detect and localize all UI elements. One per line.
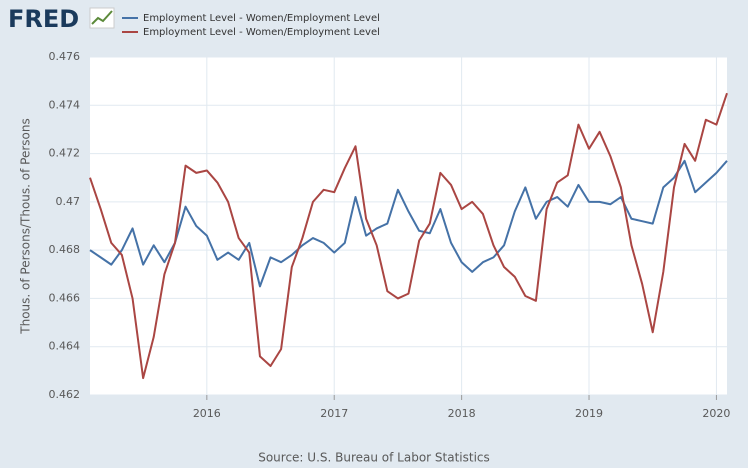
legend-label: Employment Level - Women/Employment Leve… (143, 27, 380, 38)
y-axis-label: Thous. of Persons/Thous. of Persons (19, 118, 33, 334)
x-tick-label: 2019 (575, 407, 603, 420)
y-tick-label: 0.47 (56, 195, 81, 208)
y-tick-label: 0.474 (49, 98, 81, 111)
y-tick-label: 0.464 (49, 340, 81, 353)
x-tick-label: 2020 (702, 407, 730, 420)
x-tick-label: 2018 (448, 407, 476, 420)
y-tick-label: 0.462 (49, 388, 81, 401)
y-tick-label: 0.476 (49, 50, 81, 63)
x-tick-label: 2017 (320, 407, 348, 420)
plot-area (90, 57, 727, 395)
x-tick-label: 2016 (193, 407, 221, 420)
y-tick-label: 0.466 (49, 291, 81, 304)
y-tick-label: 0.468 (49, 243, 81, 256)
logo: FRED (8, 5, 79, 33)
series-line (89, 159, 728, 288)
source: Source: U.S. Bureau of Labor Statistics (258, 451, 490, 465)
y-tick-label: 0.472 (49, 147, 81, 160)
legend-label: Employment Level - Women/Employment Leve… (143, 13, 380, 24)
series-line (89, 92, 728, 380)
logo-icon (89, 7, 115, 29)
